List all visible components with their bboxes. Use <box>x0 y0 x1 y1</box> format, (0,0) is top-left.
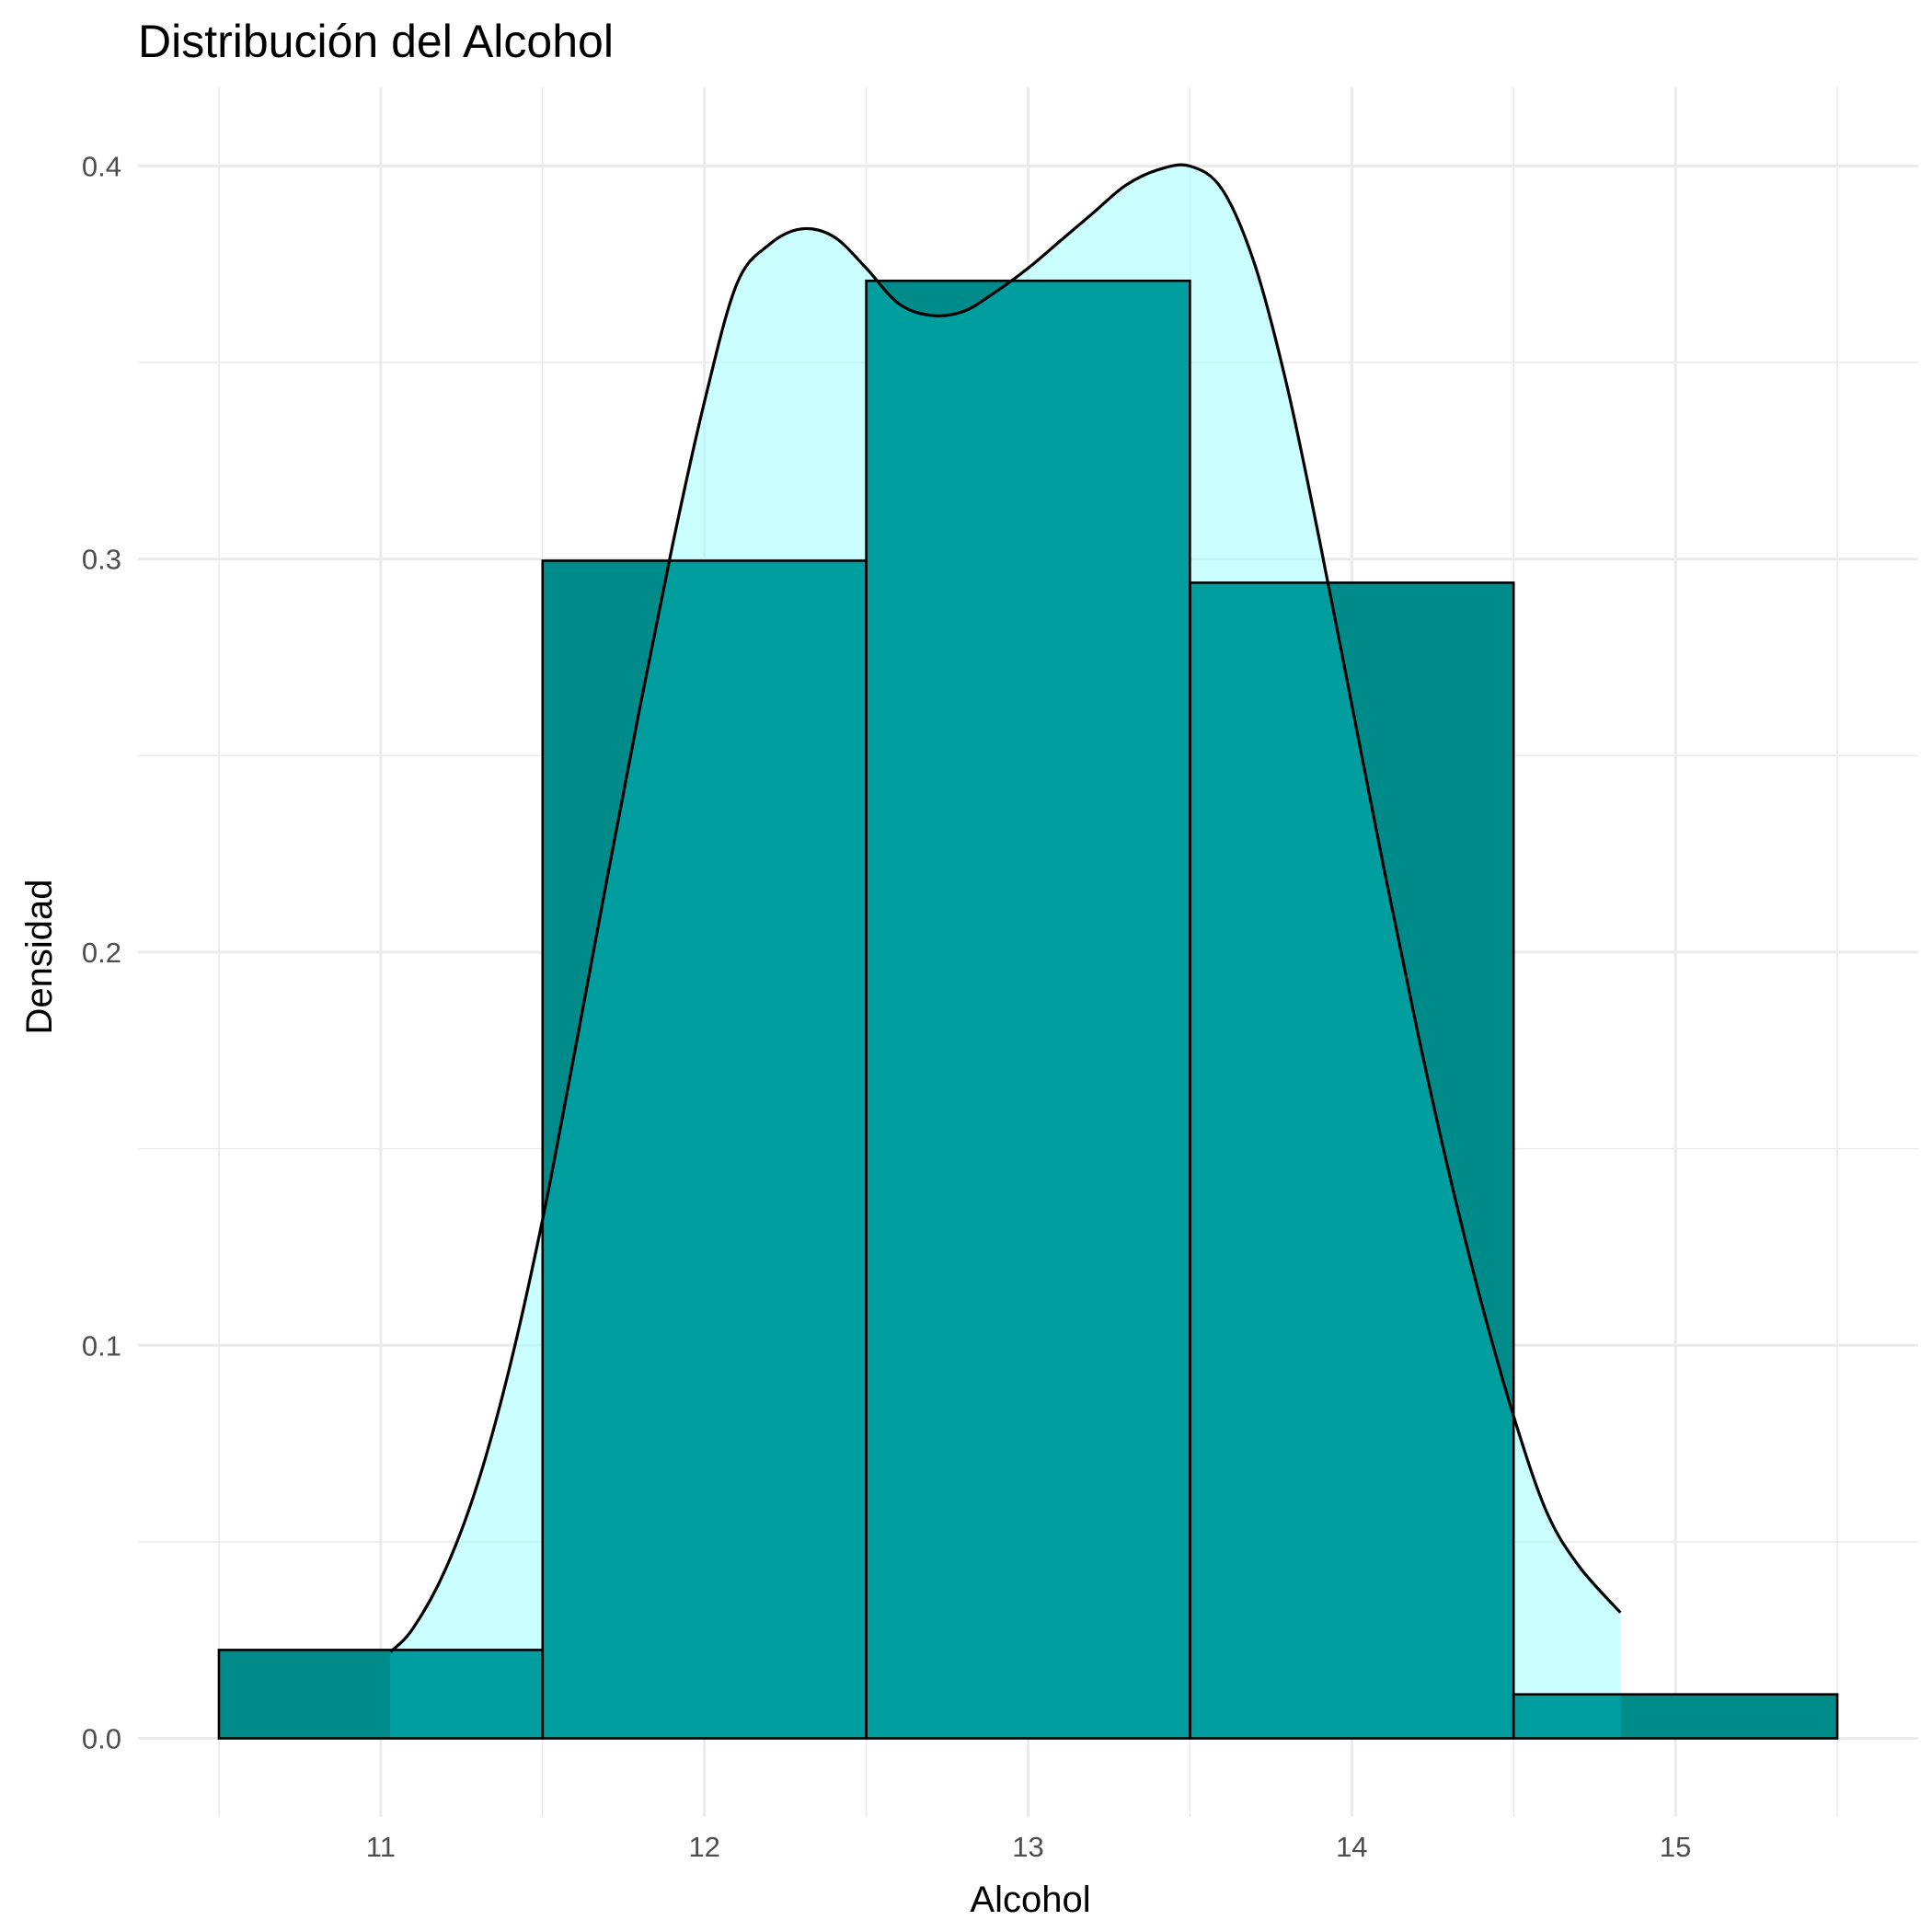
bar-outlines <box>217 279 1839 1740</box>
chart-title: Distribución del Alcohol <box>138 16 614 67</box>
density-curve <box>389 163 1622 1653</box>
histogram-bar-overlap <box>390 1650 543 1739</box>
x-tick-label: 13 <box>1012 1831 1043 1863</box>
x-tick-label: 12 <box>688 1831 719 1863</box>
histogram-bar-outline <box>1189 581 1515 1740</box>
histogram-bar-overlap <box>1513 1694 1621 1739</box>
bar-density-overlap <box>390 281 1621 1739</box>
y-tick-label: 0.1 <box>82 1329 121 1362</box>
histogram-bar-outline <box>1512 1693 1839 1740</box>
x-tick-label: 15 <box>1660 1831 1691 1863</box>
y-tick-label: 0.3 <box>82 544 121 576</box>
y-tick-labels: 0.0 0.1 0.2 0.3 0.4 <box>82 150 121 1754</box>
x-tick-label: 11 <box>366 1831 396 1863</box>
x-tick-label: 14 <box>1336 1831 1367 1863</box>
density-curve-layer <box>389 163 1622 1653</box>
x-axis-title: Alcohol <box>970 1880 1090 1920</box>
y-axis-title: Densidad <box>19 879 60 1034</box>
y-tick-label: 0.2 <box>82 937 121 969</box>
histogram-bar-overlap <box>866 281 1190 1739</box>
y-tick-label: 0.0 <box>82 1723 121 1755</box>
x-tick-labels: 11 12 13 14 15 <box>366 1831 1692 1863</box>
y-tick-label: 0.4 <box>82 150 121 182</box>
